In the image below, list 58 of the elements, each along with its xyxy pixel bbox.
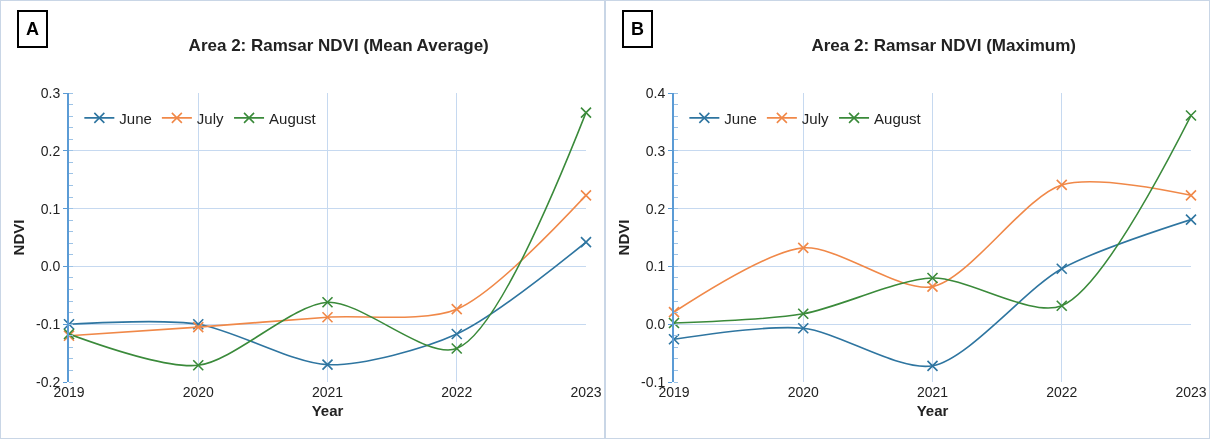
point (926, 360, 939, 372)
point (580, 189, 592, 202)
y-tick-label: 0.0 (645, 316, 666, 333)
point (797, 308, 810, 320)
y-tick-label: 0.2 (645, 200, 666, 217)
x-axis-title: Year (916, 402, 949, 419)
point (192, 359, 205, 372)
x-tick-label: 2020 (787, 384, 820, 400)
point (668, 317, 680, 329)
y-axis-title: NDVI (9, 219, 27, 256)
x-tick-label: 2023 (1175, 384, 1207, 400)
x-tick-label: 2020 (182, 384, 215, 400)
point (668, 333, 680, 346)
chart-title: Area 2: Ramsar NDVI (Maximum) (811, 35, 1076, 55)
point (580, 106, 592, 119)
y-tick-label: 0.3 (40, 84, 61, 101)
legend-label: June (119, 109, 152, 127)
point (1055, 299, 1068, 312)
point (1055, 262, 1068, 275)
legend-label: August (269, 109, 317, 127)
y-axis-title: NDVI (614, 219, 632, 256)
point (321, 311, 334, 324)
legend-label: August (874, 109, 922, 127)
y-tick-label: 0.2 (40, 142, 61, 159)
point (63, 318, 75, 330)
legend-label: July (801, 109, 830, 127)
point (321, 296, 334, 309)
y-tick-label: 0.4 (645, 84, 666, 101)
point (1185, 109, 1197, 122)
x-tick-label: 2022 (441, 384, 473, 400)
point (1185, 189, 1197, 202)
point (580, 236, 592, 248)
point (797, 322, 810, 335)
point (321, 358, 334, 371)
point (1185, 213, 1197, 226)
legend-label: June (724, 109, 757, 127)
y-tick-label: 0.3 (645, 142, 666, 159)
x-axis-title: Year (311, 402, 344, 419)
x-tick-label: 2021 (916, 384, 949, 400)
point (668, 306, 680, 318)
y-tick-label: 0.0 (40, 258, 61, 275)
chart-title: Area 2: Ramsar NDVI (Mean Average) (188, 35, 489, 55)
x-tick-label: 2022 (1046, 384, 1078, 400)
point (926, 272, 939, 284)
point (926, 280, 939, 293)
y-tick-label: -0.1 (36, 316, 61, 333)
text: A (26, 19, 39, 39)
point (450, 303, 463, 315)
point (450, 328, 463, 340)
y-tick-label: 0.1 (645, 258, 666, 275)
point (450, 342, 463, 355)
text: B (631, 19, 644, 39)
x-tick-label: 2021 (311, 384, 344, 400)
x-tick-label: 2023 (570, 384, 602, 400)
point (797, 242, 810, 254)
legend-label: July (196, 109, 225, 127)
point (1055, 179, 1068, 191)
y-tick-label: 0.1 (40, 200, 61, 217)
